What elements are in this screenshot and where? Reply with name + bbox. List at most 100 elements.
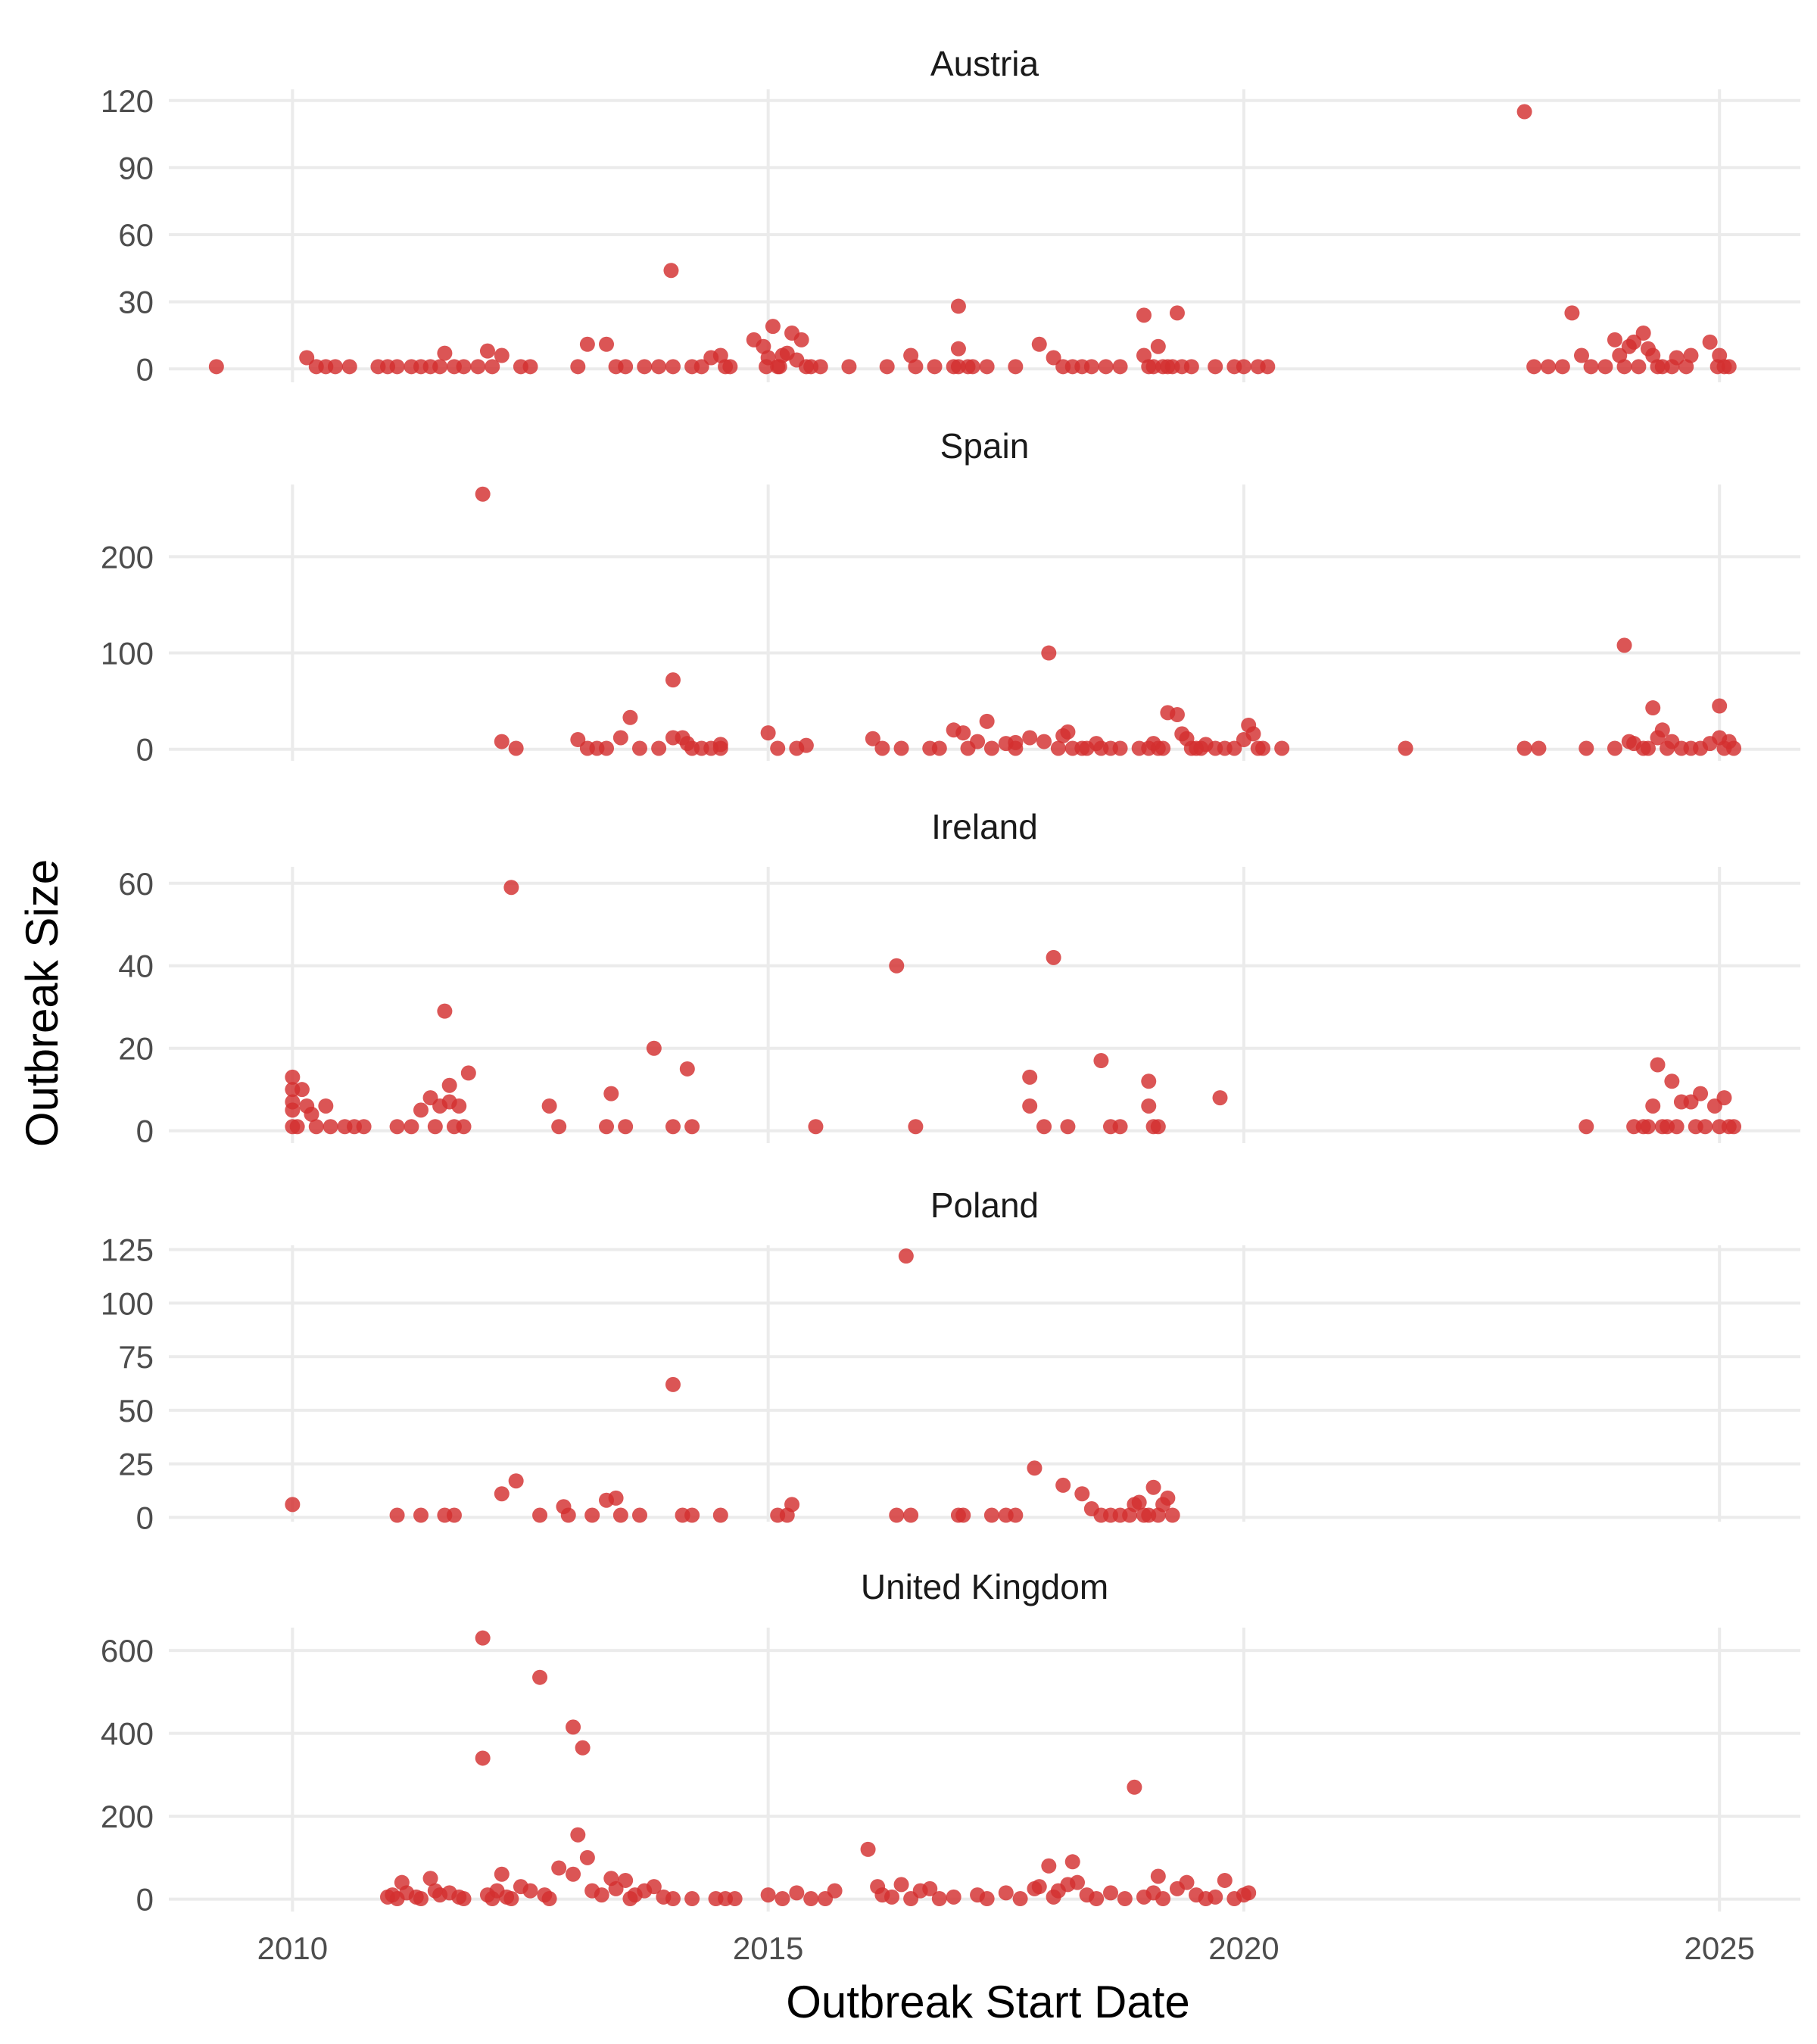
data-point [318,1098,334,1114]
data-point [946,359,961,375]
data-point [494,734,510,749]
data-point [1579,740,1594,756]
data-point [637,359,653,375]
data-point [532,1507,548,1523]
data-point [931,1891,947,1907]
data-point [1036,734,1052,749]
data-point [551,1860,567,1876]
data-point [893,740,909,756]
data-point [979,1891,995,1907]
data-point [665,1376,681,1392]
data-point [1631,359,1647,375]
data-point [1579,1119,1594,1135]
data-point [903,1507,919,1523]
data-point [1093,1053,1109,1069]
x-tick-label: 2015 [733,1930,803,1966]
data-point [1607,332,1622,347]
data-point [812,359,828,375]
data-point [922,1880,938,1896]
data-point [884,1889,899,1905]
data-point [389,1119,405,1135]
y-tick-label: 0 [136,1882,154,1918]
y-tick-label: 25 [118,1447,154,1482]
y-tick-label: 200 [101,539,154,575]
data-point [1141,1098,1157,1114]
data-point [1683,347,1699,363]
data-point [1702,334,1718,350]
data-point [541,1098,557,1114]
data-point [889,958,905,974]
y-tick-label: 20 [118,1031,154,1067]
data-point [1060,1119,1076,1135]
facet-austria: 0 30 60 90 120 Austria [101,44,1800,387]
y-tick-label: 0 [136,732,154,768]
data-point [1070,1874,1086,1890]
data-point [1597,359,1613,375]
data-point [631,740,647,756]
data-point [1041,645,1057,661]
data-point [1607,740,1622,756]
data-point [955,725,971,741]
data-point [931,740,947,756]
data-point [323,1119,338,1135]
data-point [456,1891,472,1907]
facet-united-kingdom: 0 200 400 600 United Kingdom [101,1567,1800,1918]
data-point [803,1891,819,1907]
data-point [566,1866,581,1882]
y-tick-label: 50 [118,1393,154,1429]
data-point [1150,1119,1166,1135]
data-point [646,1040,662,1056]
data-point [1236,359,1251,375]
facet-title: Poland [930,1186,1039,1225]
data-point [479,343,495,359]
data-point [579,1849,595,1865]
data-point [679,1061,695,1077]
data-point [475,1630,491,1646]
y-tick-label: 0 [136,1114,154,1149]
data-point [1008,359,1024,375]
data-point [950,341,966,357]
data-point [522,1883,538,1899]
data-point [1554,359,1570,375]
data-point [599,1119,615,1135]
y-tick-label: 75 [118,1339,154,1375]
data-point [1664,1073,1680,1089]
data-point [983,1507,999,1523]
data-point [341,359,357,375]
data-point [584,1507,600,1523]
data-point [618,1119,634,1135]
y-tick-label: 100 [101,1285,154,1321]
data-point [508,1473,524,1489]
data-point [1573,347,1589,363]
data-point [879,359,895,375]
data-point [970,734,986,749]
data-point [1141,1073,1157,1089]
data-point [432,359,448,375]
data-point [965,359,980,375]
data-point [1150,1868,1166,1884]
data-point [285,1102,301,1118]
y-tick-label: 120 [101,83,154,119]
data-point [1083,359,1099,375]
data-point [494,1486,510,1502]
data-point [874,740,890,756]
data-point [1131,1494,1147,1510]
data-point [1098,359,1114,375]
data-point [1626,334,1642,350]
data-point [1726,740,1742,756]
data-point [1031,1879,1047,1895]
data-point [998,1885,1014,1901]
data-point [612,730,628,746]
data-point [1564,305,1580,321]
data-point [437,345,453,361]
data-point [712,1507,728,1523]
data-point [427,1119,443,1135]
data-point [446,1507,462,1523]
data-point [784,1497,800,1513]
data-point [304,1106,319,1122]
data-point [1241,1885,1257,1901]
y-tick-label: 60 [118,866,154,902]
data-point [1709,359,1725,375]
y-tick-label: 0 [136,1500,154,1535]
data-point [765,319,781,335]
